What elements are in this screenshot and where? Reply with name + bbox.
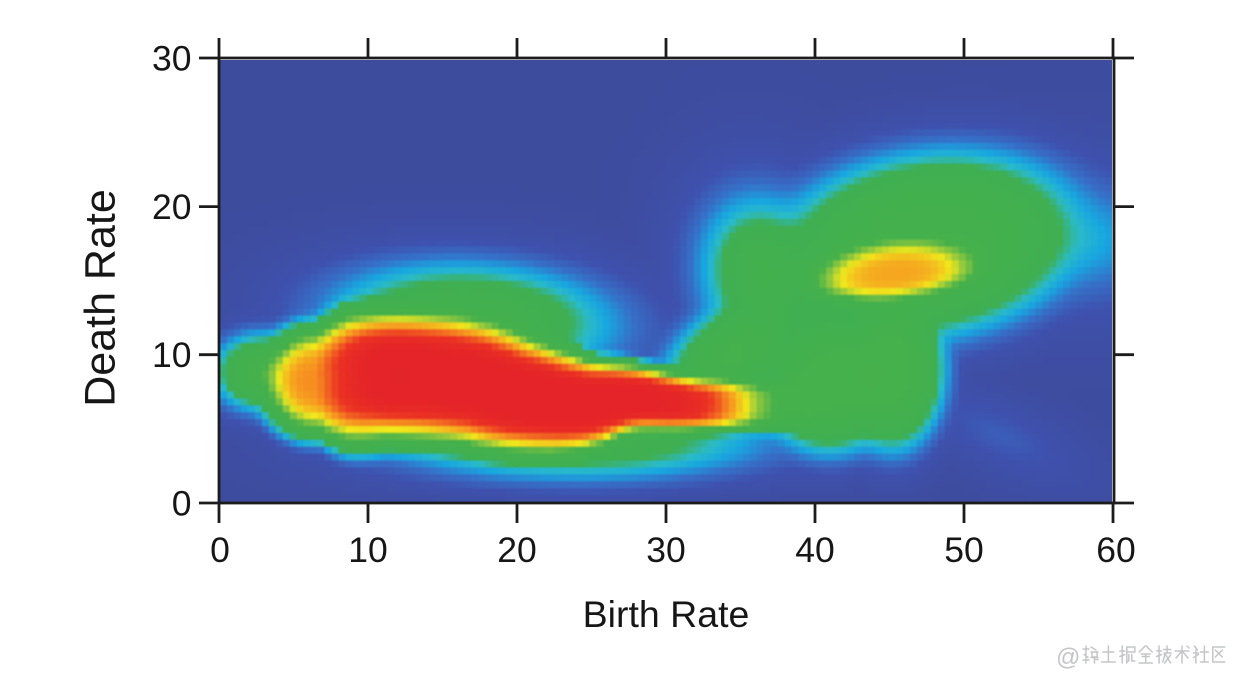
svg-text:20: 20 [152, 187, 192, 227]
svg-text:60: 60 [1096, 530, 1136, 570]
svg-text:Birth Rate: Birth Rate [583, 593, 750, 635]
svg-text:0: 0 [172, 484, 192, 524]
svg-text:@: @ [1056, 644, 1080, 671]
svg-text:20: 20 [497, 530, 537, 570]
svg-text:40: 40 [795, 530, 835, 570]
svg-text:Death Rate: Death Rate [77, 189, 125, 407]
svg-text:10: 10 [152, 335, 192, 375]
svg-text:30: 30 [152, 39, 192, 79]
svg-text:0: 0 [210, 530, 230, 570]
svg-text:30: 30 [646, 530, 686, 570]
svg-text:10: 10 [348, 530, 388, 570]
svg-text:50: 50 [944, 530, 984, 570]
